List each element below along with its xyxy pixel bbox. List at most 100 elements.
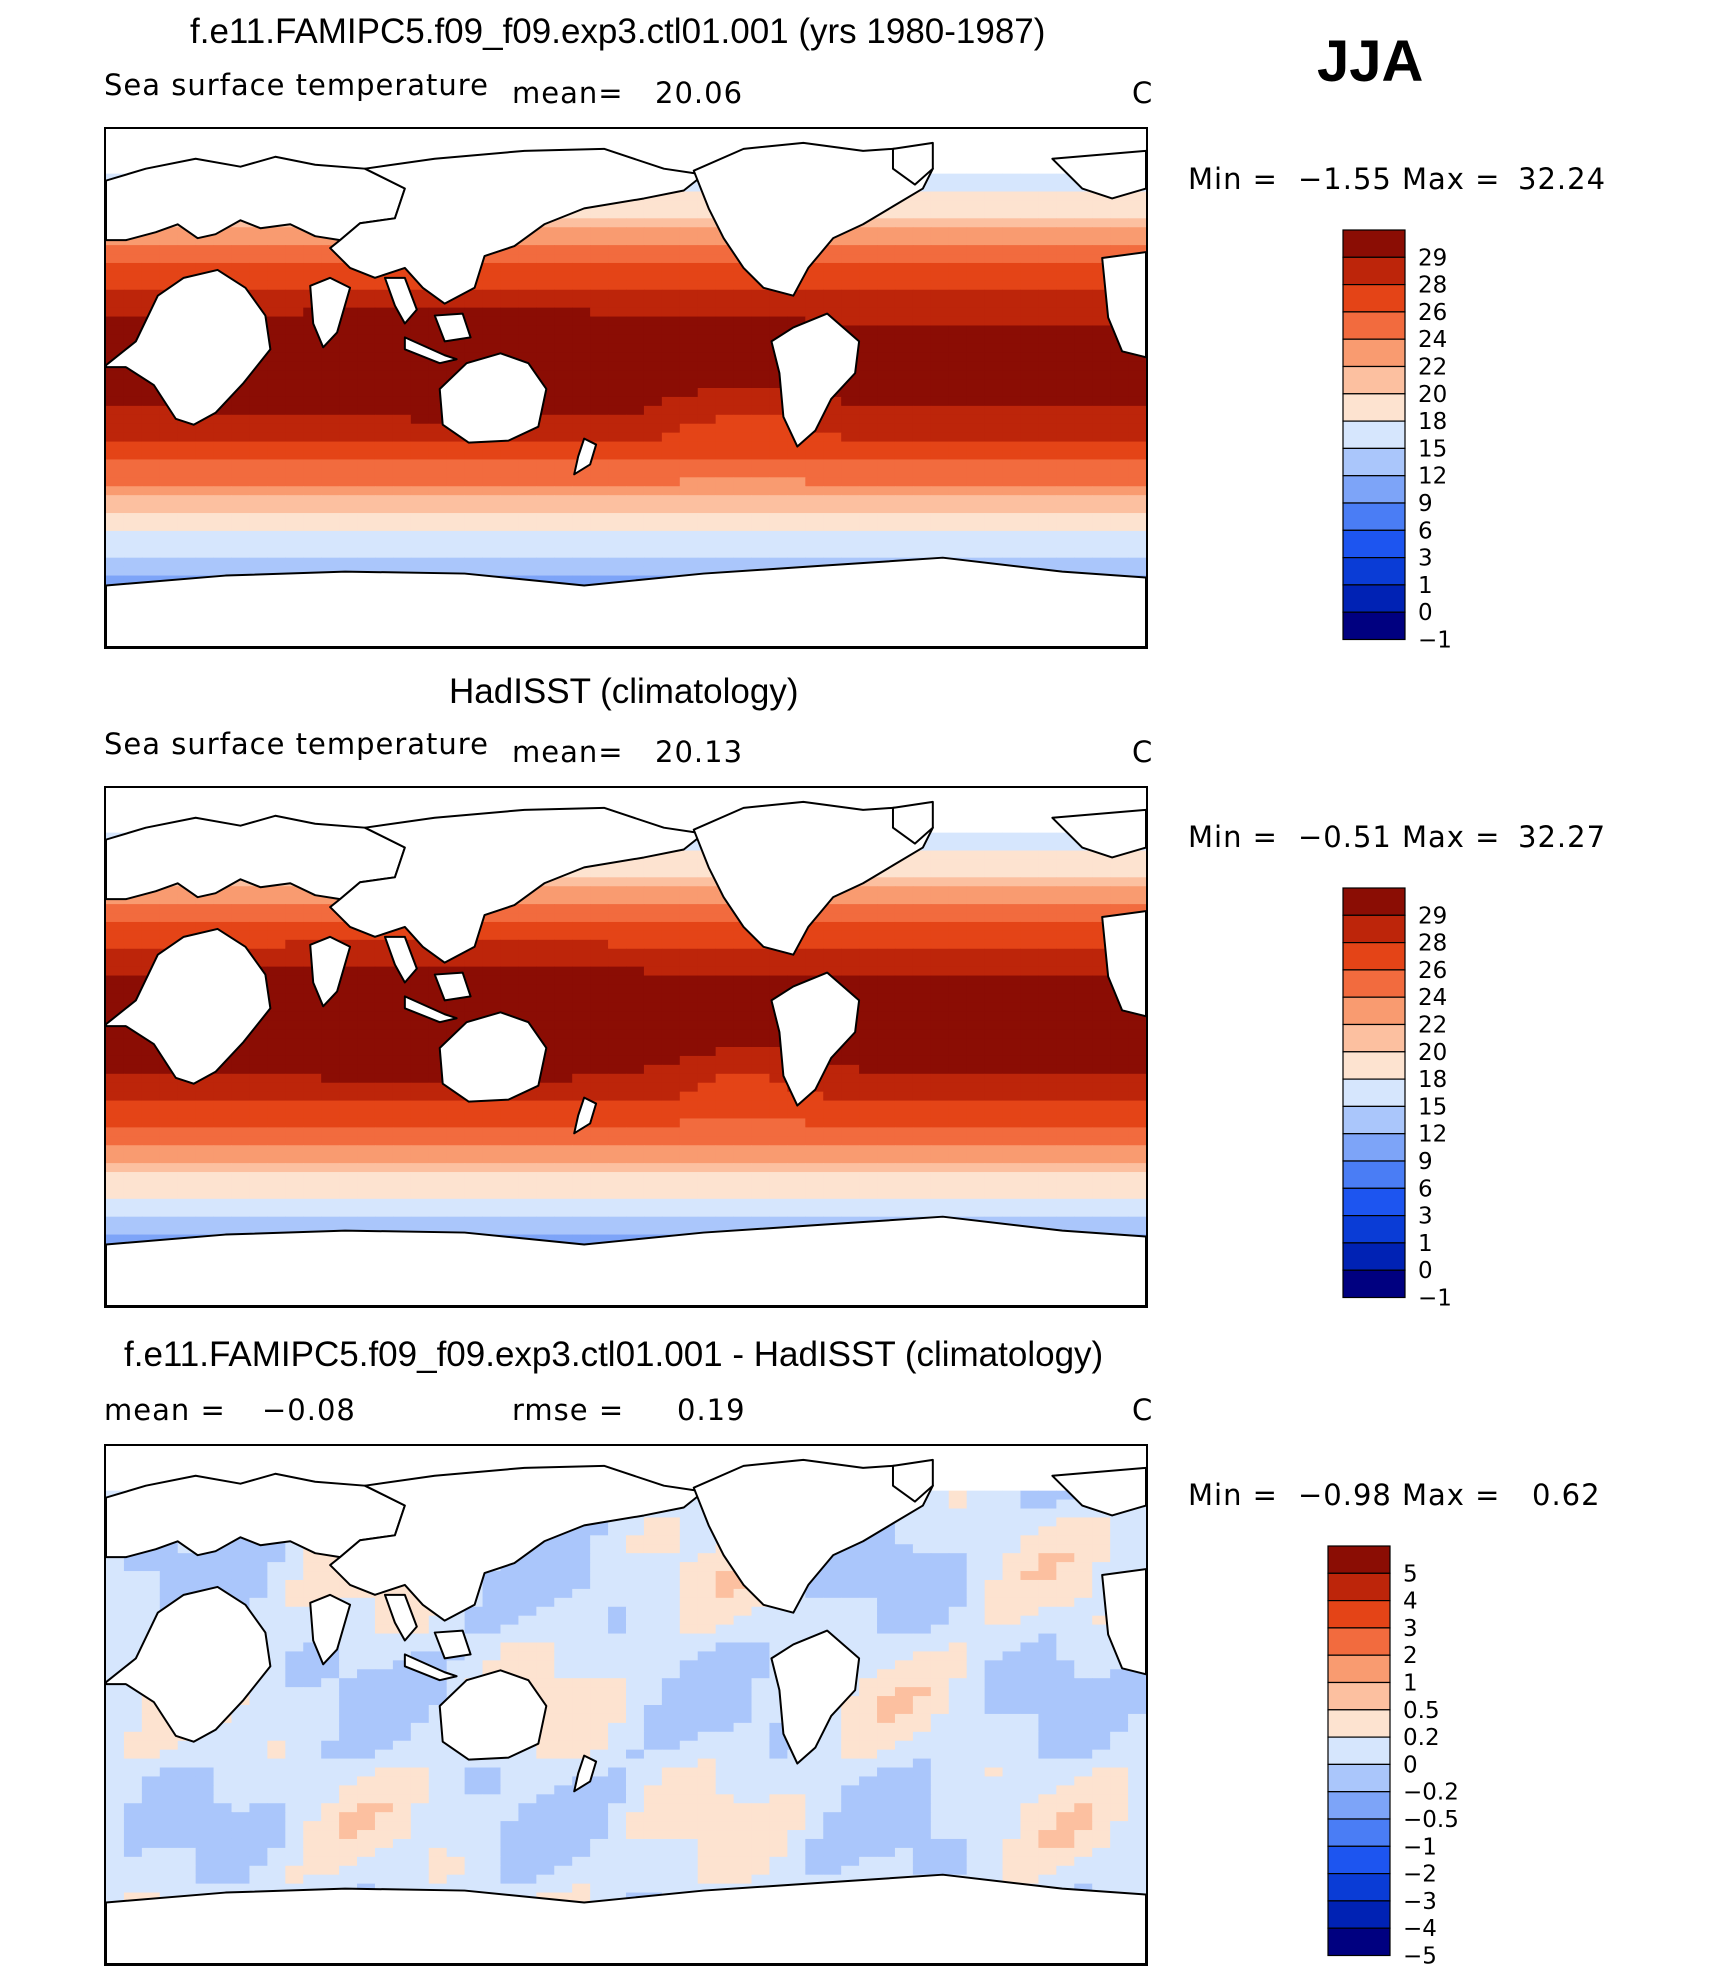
panel-3-map xyxy=(104,1444,1148,1966)
colorbar-swatch xyxy=(1327,1572,1391,1602)
colorbar-tick-label: 28 xyxy=(1418,273,1447,299)
panel-1-max-label: Max = xyxy=(1402,162,1501,196)
colorbar-tick-label: 9 xyxy=(1418,1149,1433,1175)
landmass xyxy=(770,312,861,448)
colorbar-swatch xyxy=(1327,1927,1391,1957)
colorbar-tick-label: −0.2 xyxy=(1403,1780,1459,1806)
panel-3-rmse-value: 0.19 xyxy=(677,1393,746,1427)
colorbar-tick-label: 20 xyxy=(1418,1040,1447,1066)
landmass xyxy=(891,1458,934,1503)
landmass xyxy=(692,800,934,956)
panel-2-title: HadISST (climatology) xyxy=(449,672,799,711)
colorbar-tick-label: −2 xyxy=(1403,1862,1437,1888)
colorbar-swatch xyxy=(1342,611,1406,641)
panel-1-map xyxy=(104,127,1148,649)
colorbar-swatch xyxy=(1342,1242,1406,1271)
landmass xyxy=(438,352,548,444)
colorbar-swatch xyxy=(1342,283,1406,313)
colorbar-swatch xyxy=(1342,1078,1406,1108)
landmass xyxy=(692,141,934,297)
landmass xyxy=(573,1096,598,1135)
landmass xyxy=(106,268,272,426)
colorbar-swatch xyxy=(1327,1900,1391,1929)
colorbar-swatch xyxy=(1342,502,1406,531)
landmass xyxy=(403,995,458,1024)
season-label: JJA xyxy=(1317,29,1424,94)
panel-2-max-value: 32.27 xyxy=(1518,820,1607,854)
colorbar-tick-label: 5 xyxy=(1403,1561,1418,1587)
landmass xyxy=(573,437,598,476)
landmass xyxy=(403,336,458,365)
colorbar-swatch xyxy=(1342,1160,1406,1189)
colorbar-swatch xyxy=(1342,996,1406,1026)
ocean-field xyxy=(106,173,1146,585)
colorbar-tick-label: 18 xyxy=(1418,409,1447,435)
colorbar-tick-label: 3 xyxy=(1418,546,1433,572)
colorbar-tick-label: 20 xyxy=(1418,382,1447,408)
panel-1-title: f.e11.FAMIPC5.f09_f09.exp3.ctl01.001 (yr… xyxy=(190,12,1046,51)
colorbar-tick-label: 24 xyxy=(1418,327,1447,353)
colorbar-swatch xyxy=(1342,1051,1406,1080)
panel-3-colorbar: 5 4 3 2 1 0.5 0.2 0 −0.2 −0.5 −1 −2 −3 −4 −5 xyxy=(1327,1545,1487,1969)
colorbar-swatch xyxy=(1342,969,1406,998)
panel-3-max-label: Max = xyxy=(1402,1478,1501,1512)
colorbar-swatch xyxy=(1327,1873,1391,1902)
colorbar-tick-label: −0.5 xyxy=(1403,1807,1459,1833)
colorbar-swatch xyxy=(1342,393,1406,422)
panel-2-max-label: Max = xyxy=(1402,820,1501,854)
colorbar-tick-label: −3 xyxy=(1403,1889,1437,1915)
continent-outlines xyxy=(106,141,1146,647)
landmass xyxy=(309,276,352,349)
panel-2-units: C xyxy=(1132,735,1154,769)
landmass xyxy=(438,1011,548,1103)
colorbar-swatch xyxy=(1342,1215,1406,1244)
landmass xyxy=(1051,149,1146,200)
colorbar-swatch xyxy=(1342,475,1406,504)
panel-1-variable: Sea surface temperature xyxy=(104,68,489,102)
panel-2-min-label: Min = xyxy=(1188,820,1278,854)
landmass xyxy=(106,1472,406,1559)
landmass xyxy=(433,1629,472,1660)
landmass xyxy=(329,147,705,305)
panel-2-mean-label: mean= xyxy=(512,735,624,769)
colorbar-tick-label: −4 xyxy=(1403,1916,1437,1942)
landmass xyxy=(1051,1466,1146,1517)
colorbar-tick-label: 1 xyxy=(1403,1671,1418,1697)
continent-outlines xyxy=(106,800,1146,1306)
landmass xyxy=(573,1754,598,1793)
panel-2-variable: Sea surface temperature xyxy=(104,727,489,761)
landmass xyxy=(692,1458,934,1614)
panel-2-min-value: −0.51 xyxy=(1298,820,1392,854)
colorbar-swatch xyxy=(1342,420,1406,450)
landmass xyxy=(1101,910,1146,1018)
panel-1-units: C xyxy=(1132,76,1154,110)
colorbar-tick-label: 6 xyxy=(1418,518,1433,544)
landmass xyxy=(309,1593,352,1666)
panel-1-min-value: −1.55 xyxy=(1298,162,1392,196)
colorbar-tick-label: 2 xyxy=(1403,1643,1418,1669)
colorbar-swatch xyxy=(1327,1845,1391,1875)
colorbar-tick-label: 1 xyxy=(1418,1231,1433,1257)
panel-3-mean-label: mean = xyxy=(104,1393,226,1427)
panel-1-min-label: Min = xyxy=(1188,162,1278,196)
colorbar-swatch xyxy=(1342,557,1406,586)
landmass xyxy=(106,1873,1146,1964)
landmass xyxy=(309,935,352,1008)
panel-1-mean-label: mean= xyxy=(512,76,624,110)
colorbar-tick-label: 22 xyxy=(1418,355,1447,381)
landmass xyxy=(1051,808,1146,859)
panel-3-title: f.e11.FAMIPC5.f09_f09.exp3.ctl01.001 - H… xyxy=(124,1335,1104,1374)
colorbar-tick-label: 0 xyxy=(1403,1752,1418,1778)
colorbar-tick-label: 15 xyxy=(1418,436,1447,462)
landmass xyxy=(770,1629,861,1765)
landmass xyxy=(106,1585,272,1743)
landmass xyxy=(383,1593,418,1642)
colorbar-tick-label: −1 xyxy=(1403,1834,1437,1860)
ocean-field xyxy=(106,1490,1146,1902)
colorbar-tick-label: 12 xyxy=(1418,1122,1447,1148)
landmass xyxy=(1101,1568,1146,1676)
colorbar-tick-label: 26 xyxy=(1418,300,1447,326)
panel-3-min-label: Min = xyxy=(1188,1478,1278,1512)
landmass xyxy=(1101,251,1146,359)
colorbar-swatch xyxy=(1342,584,1406,613)
